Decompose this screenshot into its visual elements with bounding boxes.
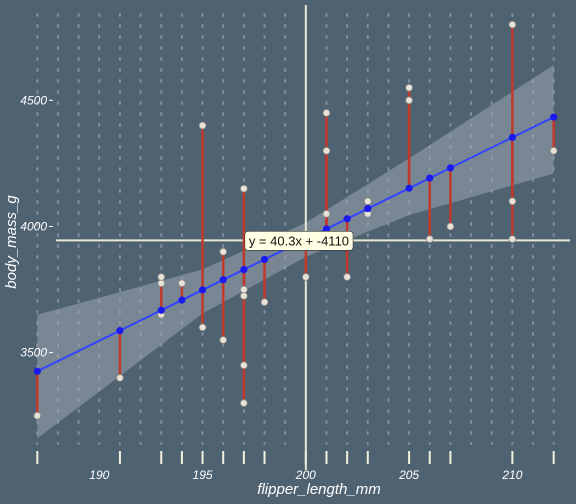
fitted-point xyxy=(198,286,207,294)
data-point xyxy=(322,146,331,155)
y-tick-label: 4500 xyxy=(20,93,47,107)
fitted-point xyxy=(219,276,227,284)
y-tick-label: 4000 xyxy=(20,219,47,233)
data-point xyxy=(508,235,517,243)
data-point xyxy=(343,273,351,281)
x-tick-label: 195 xyxy=(193,468,213,482)
equation-label-box xyxy=(244,231,354,251)
data-point xyxy=(322,109,331,117)
data-point xyxy=(260,298,269,306)
data-point xyxy=(363,197,372,206)
data-point xyxy=(508,197,517,206)
confidence-band xyxy=(37,64,554,439)
equation-label-group: y = 40.3x + -4110 xyxy=(244,231,354,251)
data-point xyxy=(322,210,331,218)
data-point xyxy=(157,279,166,288)
data-point xyxy=(425,235,434,243)
data-point xyxy=(219,247,228,256)
data-point xyxy=(302,273,310,281)
axis-ticks: 190 195 200 205 210 3500 4000 4500 xyxy=(20,93,522,482)
data-point xyxy=(405,96,413,105)
fitted-point xyxy=(405,184,413,192)
data-point xyxy=(116,374,124,382)
x-tick-label: 205 xyxy=(398,468,419,482)
data-point xyxy=(240,292,248,300)
data-point xyxy=(198,121,207,130)
fitted-point xyxy=(240,265,248,274)
equation-label: y = 40.3x + -4110 xyxy=(249,233,349,248)
fitted-point xyxy=(116,327,124,335)
fitted-point xyxy=(157,306,165,314)
data-point xyxy=(240,361,248,370)
y-tick-label: 3500 xyxy=(20,346,47,360)
data-point xyxy=(240,399,248,407)
x-tick-label: 210 xyxy=(501,468,522,482)
fitted-point xyxy=(178,296,186,304)
fitted-point xyxy=(364,204,372,213)
data-point xyxy=(178,279,186,288)
data-point xyxy=(240,285,248,294)
fitted-point xyxy=(550,113,558,121)
confidence-band-layer xyxy=(37,64,554,439)
rug-marks xyxy=(36,451,555,464)
data-point xyxy=(219,336,228,344)
x-tick-label: 200 xyxy=(295,468,316,482)
x-axis-title: flipper_length_mm xyxy=(257,481,380,498)
data-point xyxy=(549,146,558,155)
data-point xyxy=(508,20,517,29)
fitted-point xyxy=(33,367,41,375)
y-axis-title: body_mass_g xyxy=(3,195,20,289)
data-point xyxy=(446,222,455,231)
fitted-point xyxy=(508,133,516,142)
data-points xyxy=(33,20,558,420)
data-point xyxy=(198,323,207,332)
data-point xyxy=(33,411,42,420)
x-tick-label: 190 xyxy=(89,468,109,482)
fitted-point xyxy=(322,225,331,233)
fitted-point xyxy=(426,174,434,182)
fitted-point xyxy=(260,255,269,264)
fitted-point xyxy=(446,164,455,172)
data-point xyxy=(405,83,413,92)
data-point xyxy=(240,184,248,193)
data-point xyxy=(157,273,166,281)
fitted-point xyxy=(343,215,351,223)
